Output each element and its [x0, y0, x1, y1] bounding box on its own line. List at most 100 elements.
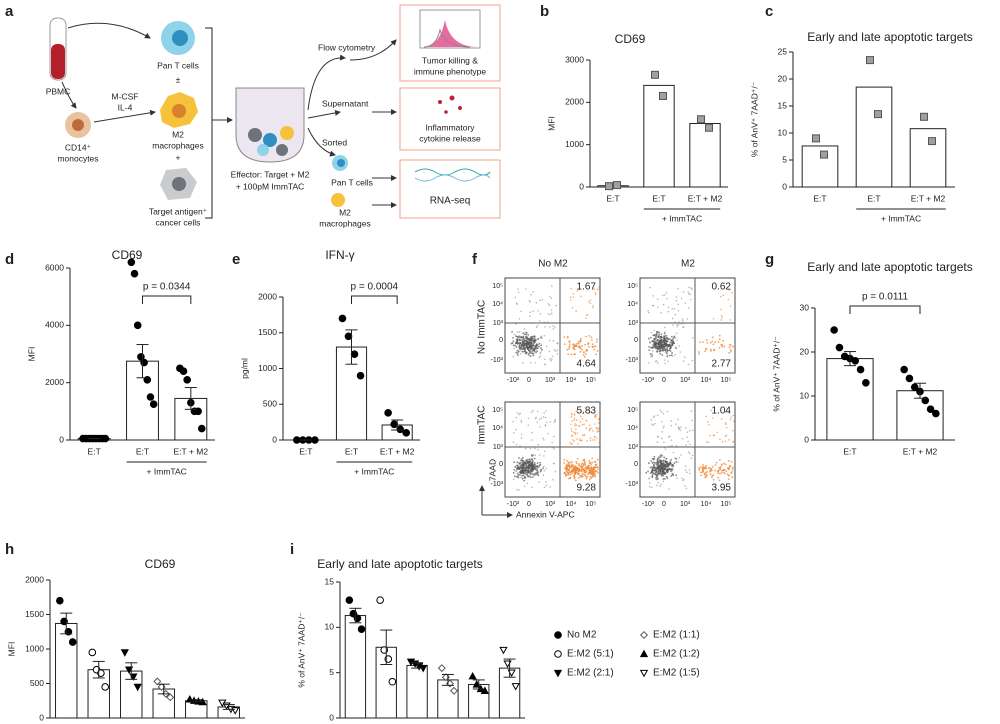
event	[684, 469, 687, 471]
event	[687, 451, 690, 453]
event	[656, 348, 658, 351]
y-tick-label: 15	[778, 100, 788, 110]
event	[593, 348, 596, 351]
event	[549, 295, 551, 298]
event	[521, 477, 524, 480]
event	[532, 335, 534, 338]
event	[515, 346, 518, 349]
flow-plot: 0.62 2.77 10⁵ 10⁴ 10³ 0 -10³ -10³ 0 10³ 10⁴ 10⁵	[626, 277, 736, 384]
event	[649, 346, 652, 349]
event	[512, 471, 515, 474]
cell	[248, 128, 262, 142]
event	[659, 409, 661, 411]
event	[532, 310, 534, 313]
event	[648, 481, 651, 484]
event	[707, 421, 709, 423]
event	[675, 423, 677, 425]
event	[597, 471, 599, 474]
event	[729, 348, 732, 351]
wave	[414, 174, 491, 182]
event	[545, 484, 548, 487]
event	[556, 353, 559, 355]
label: Effector: Target + M2	[231, 169, 310, 179]
event	[544, 363, 547, 366]
point	[130, 269, 139, 278]
event	[664, 448, 667, 450]
event	[522, 474, 525, 477]
event	[574, 424, 576, 427]
event	[520, 348, 522, 351]
event	[513, 461, 516, 464]
event	[593, 474, 596, 477]
event	[551, 441, 553, 444]
event	[673, 308, 676, 310]
event	[720, 418, 723, 420]
event	[651, 423, 653, 425]
event	[666, 340, 669, 343]
event	[659, 454, 662, 457]
event	[537, 337, 540, 340]
event	[668, 488, 670, 490]
event	[677, 461, 680, 463]
event	[588, 429, 591, 432]
point	[357, 625, 366, 633]
event	[578, 439, 581, 442]
event	[710, 469, 713, 472]
event	[732, 440, 734, 443]
event	[596, 458, 599, 461]
y-tick-label: 4000	[45, 320, 64, 330]
event	[530, 411, 533, 414]
event	[532, 467, 535, 470]
event	[584, 343, 586, 346]
event	[536, 325, 539, 327]
event	[518, 468, 521, 470]
event	[536, 350, 539, 353]
event	[575, 428, 577, 430]
event	[651, 343, 654, 346]
event	[649, 340, 651, 342]
point	[185, 695, 194, 703]
event	[520, 310, 522, 313]
legend-label: E:M2 (2:1)	[567, 668, 614, 679]
event	[664, 351, 667, 354]
event	[652, 472, 655, 475]
event	[712, 349, 715, 352]
event	[534, 454, 537, 457]
event	[587, 409, 589, 411]
event	[539, 299, 541, 302]
event	[580, 410, 583, 413]
event	[716, 431, 719, 434]
event	[658, 350, 661, 353]
point	[613, 181, 621, 190]
x-tick-label: 10⁴	[701, 501, 712, 508]
t-cell-nucleus	[337, 159, 345, 167]
event	[521, 467, 523, 470]
event	[686, 318, 689, 320]
event	[673, 462, 676, 465]
event	[518, 345, 521, 348]
event	[539, 454, 541, 456]
event	[517, 476, 520, 479]
event	[594, 473, 597, 475]
event	[653, 464, 655, 467]
flow-plot: 1.67 4.64 10⁵ 10⁴ 10³ 0 -10³ -10³ 0 10³ 10⁴ 10⁵	[491, 277, 601, 384]
event	[704, 350, 707, 353]
point	[149, 400, 158, 408]
event	[563, 462, 566, 465]
event	[543, 486, 546, 489]
event	[545, 481, 547, 483]
point	[866, 56, 874, 65]
label: cancer cells	[156, 217, 201, 227]
y-axis-label: % of AnV⁺ 7AAD⁺/⁻	[296, 612, 306, 688]
bar	[55, 622, 78, 719]
y-tick-label: 10⁵	[627, 283, 638, 290]
event	[596, 428, 599, 431]
event	[522, 469, 525, 472]
event	[579, 420, 582, 423]
event	[662, 480, 665, 483]
event	[668, 435, 671, 438]
event	[521, 457, 524, 459]
event	[657, 348, 660, 351]
arrow	[61, 81, 77, 109]
event	[597, 430, 600, 433]
